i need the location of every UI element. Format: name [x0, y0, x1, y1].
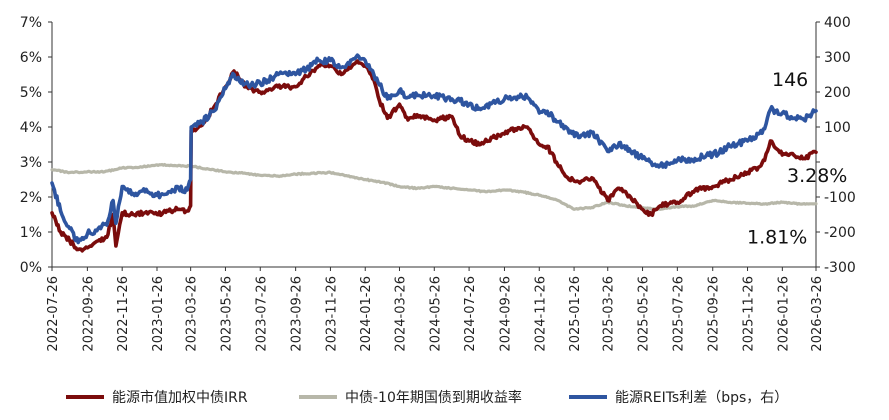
- x-tick-label: 2024-07-26: [463, 276, 478, 352]
- right-tick-label: -100: [824, 190, 856, 206]
- x-tick-label: 2025-05-26: [637, 276, 652, 352]
- right-tick-label: 200: [824, 85, 851, 101]
- series-line-2: [50, 53, 818, 245]
- right-tick-label: 400: [824, 15, 851, 31]
- series-line-1: [50, 162, 818, 211]
- x-tick-label: 2023-09-26: [290, 276, 305, 352]
- legend-label-2: 能源REITs利差（bps，右）: [615, 390, 788, 406]
- series-lines: [50, 53, 818, 253]
- legend-label-0: 能源市值加权中债IRR: [112, 389, 248, 406]
- x-tick-label: 2022-11-26: [116, 276, 131, 352]
- legend: 能源市值加权中债IRR 中债-10年期国债到期收益率 能源REITs利差（bps，右…: [66, 389, 788, 406]
- x-tick-label: 2022-09-26: [81, 276, 96, 352]
- right-tick-label: 100: [824, 120, 851, 136]
- x-tick-label: 2024-01-26: [359, 276, 374, 352]
- left-axis-ticks: 0% 1% 2% 3% 4% 5% 6% 7%: [20, 15, 52, 276]
- annotation-2: 1.81%: [747, 227, 807, 249]
- plot-area: [51, 22, 817, 268]
- series-line-0: [50, 59, 818, 253]
- x-tick-label: 2025-09-26: [707, 276, 722, 352]
- end-value-annotations: 146 3.28% 1.81%: [747, 69, 847, 249]
- x-tick-label: 2024-03-26: [393, 276, 408, 352]
- right-tick-label: 300: [824, 50, 851, 66]
- x-tick-label: 2023-11-26: [324, 276, 339, 352]
- x-tick-label: 2024-09-26: [498, 276, 513, 352]
- x-tick-label: 2024-05-26: [428, 276, 443, 352]
- x-tick-label: 2022-07-26: [46, 276, 61, 352]
- x-tick-label: 2025-03-26: [602, 276, 617, 352]
- annotation-1: 3.28%: [787, 165, 847, 187]
- left-tick-label: 3%: [20, 155, 42, 171]
- left-tick-label: 4%: [20, 120, 42, 136]
- x-tick-label: 2023-07-26: [254, 276, 269, 352]
- right-tick-label: -200: [824, 225, 856, 241]
- x-tick-label: 2025-01-26: [568, 276, 583, 352]
- x-tick-label: 2026-01-26: [776, 276, 791, 352]
- x-tick-label: 2025-11-26: [742, 276, 757, 352]
- left-tick-label: 0%: [20, 260, 42, 276]
- x-tick-label: 2023-05-26: [219, 276, 234, 352]
- x-tick-label: 2023-01-26: [151, 276, 166, 352]
- right-tick-label: -300: [824, 260, 856, 276]
- legend-label-1: 中债-10年期国债到期收益率: [345, 389, 522, 406]
- x-tick-label: 2024-11-26: [533, 276, 548, 352]
- left-tick-label: 5%: [20, 85, 42, 101]
- left-tick-label: 6%: [20, 50, 42, 66]
- x-tick-label: 2023-03-26: [185, 276, 200, 352]
- left-tick-label: 7%: [20, 15, 42, 31]
- x-tick-label: 2025-07-26: [671, 276, 686, 352]
- x-tick-label: 2026-03-26: [810, 276, 825, 352]
- annotation-0: 146: [772, 69, 808, 91]
- x-axis-ticks: 2022-07-26 2022-09-26 2022-11-26 2023-01-26…: [46, 267, 825, 352]
- left-tick-label: 1%: [20, 225, 42, 241]
- left-tick-label: 2%: [20, 190, 42, 206]
- right-axis-ticks: -300 -200 -100 100 200 300 400: [816, 15, 856, 276]
